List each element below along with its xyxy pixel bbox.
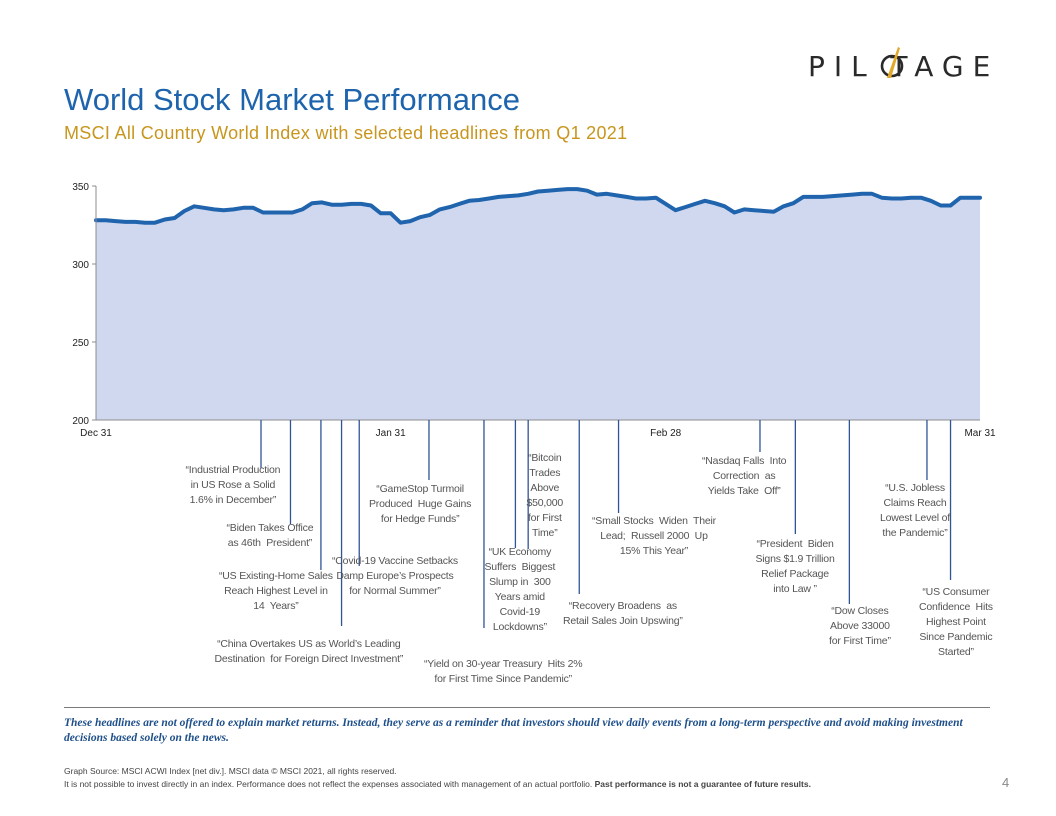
headline-text: “Industrial Production in US Rose a Soli… [185,464,281,506]
logo-compass-icon [880,47,904,78]
y-tick-label: 350 [72,182,89,193]
x-tick-label: Jan 31 [376,428,406,439]
source-line-2-text: It is not possible to invest directly in… [64,779,595,789]
headline-text: “Nasdaq Falls Into Correction as Yields … [702,455,787,497]
x-tick-label: Dec 31 [80,428,112,439]
headline-text: “Covid-19 Vaccine Setbacks Damp Europe’s… [332,555,458,597]
headline-text: “Recovery Broadens as Retail Sales Join … [563,600,683,627]
source-note: Graph Source: MSCI ACWI Index [net div.]… [64,765,811,791]
area-fill [96,189,980,420]
page-subtitle: MSCI All Country World Index with select… [64,123,628,143]
index-line [94,187,982,225]
headline-text: “China Overtakes US as World’s Leading D… [214,638,404,665]
page-number: 4 [1002,775,1010,790]
pilotage-logo: PIL TAGE [808,44,1008,84]
disclaimer-text: These headlines are not offered to expla… [64,717,963,744]
x-tick-label: Feb 28 [650,428,682,439]
divider-line [64,707,990,708]
y-tick-label: 250 [72,338,89,349]
source-line-2: It is not possible to invest directly in… [64,778,811,791]
headline-text: “UK Economy Suffers Biggest Slump in 300… [484,546,556,633]
logo-text: PIL TAGE [808,50,1000,83]
headline-text: “President Biden Signs $1.9 Trillion Rel… [755,538,835,595]
headline-text: “Biden Takes Office as 46th President” [226,522,314,549]
headline-text: “US Consumer Confidence Hits Highest Poi… [919,586,993,658]
source-line-1: Graph Source: MSCI ACWI Index [net div.]… [64,766,397,776]
past-performance-warning: Past performance is not a guarantee of f… [594,779,811,789]
headline-text: “Yield on 30-year Treasury Hits 2% for F… [424,658,583,685]
headline-text: “U.S. Jobless Claims Reach Lowest Level … [880,482,950,539]
y-tick-label: 300 [72,260,89,271]
headline-text: “GameStop Turmoil Produced Huge Gains fo… [369,483,472,525]
page-title: World Stock Market Performance [64,82,520,117]
y-tick-label: 200 [72,416,89,427]
plot-area: 200 250 300 350 Dec 31 Jan 31 Feb 28 Mar 31 [72,182,996,628]
headline-text: “US Existing-Home Sales Reach Highest Le… [219,570,333,612]
headline-text: “Bitcoin Trades Above $50,000 for First … [526,452,564,539]
headline-text: “Small Stocks Widen Their Lead; Russell … [592,515,716,557]
headline-text: “Dow Closes Above 33000 for First Time” [829,605,891,647]
x-tick-label: Mar 31 [964,428,996,439]
